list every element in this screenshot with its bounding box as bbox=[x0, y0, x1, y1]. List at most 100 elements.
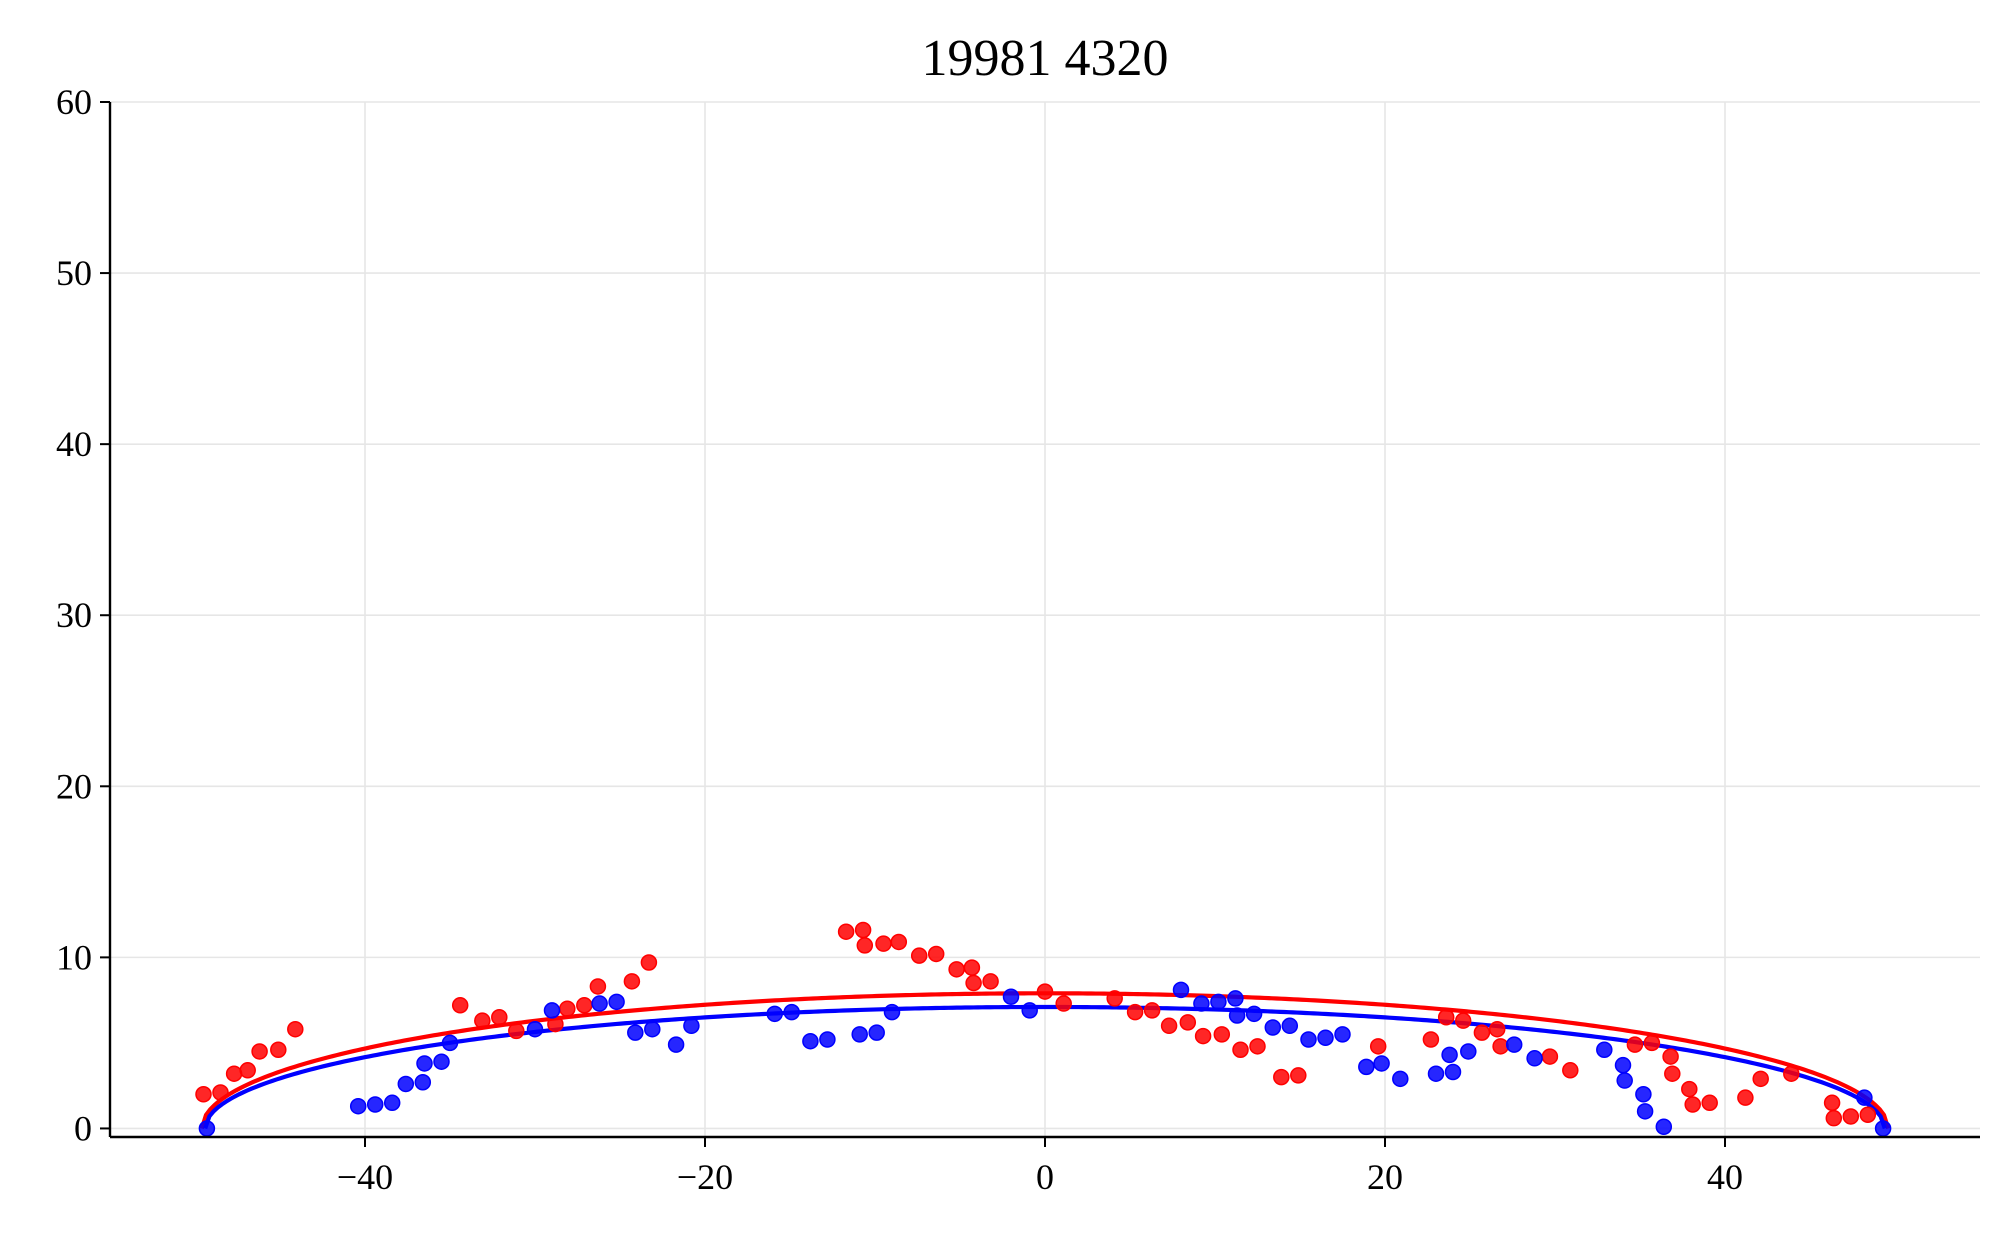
x-tick-label: −40 bbox=[337, 1157, 393, 1197]
data-point-blue bbox=[1505, 1036, 1523, 1053]
axis-layer: −40 −20 0 20 40 0 10 20 30 40 50 60 bbox=[56, 82, 1980, 1197]
data-point-red bbox=[1437, 1008, 1455, 1026]
data-point-red bbox=[1859, 1106, 1877, 1124]
data-point-red bbox=[854, 921, 872, 939]
data-point-red bbox=[1664, 1065, 1681, 1082]
data-point-red bbox=[1488, 1020, 1506, 1038]
data-point-blue bbox=[366, 1096, 384, 1113]
data-point-red bbox=[875, 935, 892, 952]
y-tick-label: 20 bbox=[56, 766, 92, 806]
data-point-blue bbox=[1334, 1026, 1351, 1043]
y-tick-label: 40 bbox=[56, 424, 92, 464]
data-point-red bbox=[640, 954, 658, 971]
data-point-blue bbox=[1874, 1120, 1892, 1137]
data-point-red bbox=[1643, 1034, 1661, 1052]
data-point-red bbox=[225, 1065, 243, 1082]
data-point-blue bbox=[1427, 1065, 1445, 1082]
data-point-red bbox=[910, 947, 928, 964]
data-point-red bbox=[1626, 1036, 1644, 1053]
data-point-red bbox=[212, 1084, 229, 1101]
data-point-blue bbox=[644, 1020, 661, 1038]
data-point-red bbox=[474, 1012, 491, 1029]
data-point-red bbox=[1662, 1048, 1679, 1065]
data-point-blue bbox=[383, 1094, 401, 1112]
data-point-blue bbox=[766, 1005, 783, 1023]
data-point-red bbox=[559, 1000, 576, 1017]
data-point-blue bbox=[802, 1032, 819, 1050]
data-point-red bbox=[963, 959, 981, 976]
data-point-red bbox=[1842, 1108, 1860, 1125]
data-point-blue bbox=[414, 1074, 432, 1091]
data-point-red bbox=[195, 1085, 212, 1103]
data-point-red bbox=[1273, 1068, 1290, 1086]
data-point-red bbox=[1684, 1096, 1701, 1113]
data-point-blue bbox=[1856, 1089, 1873, 1106]
data-point-red bbox=[1055, 995, 1072, 1012]
data-point-red bbox=[1249, 1038, 1266, 1055]
data-point-red bbox=[1106, 990, 1123, 1007]
data-point-red bbox=[1290, 1067, 1307, 1084]
data-point-blue bbox=[1021, 1002, 1038, 1019]
grid-layer bbox=[110, 101, 1980, 1137]
data-point-blue bbox=[1635, 1085, 1652, 1103]
data-point-blue bbox=[441, 1034, 459, 1052]
data-point-blue bbox=[1172, 981, 1190, 999]
data-point-red bbox=[948, 961, 965, 978]
data-point-red bbox=[1422, 1031, 1440, 1048]
data-point-blue bbox=[819, 1031, 836, 1048]
data-point-blue bbox=[883, 1003, 901, 1021]
data-point-red bbox=[1783, 1065, 1800, 1082]
y-tick-label: 30 bbox=[56, 595, 92, 635]
data-point-blue bbox=[397, 1075, 415, 1093]
data-point-red bbox=[251, 1043, 268, 1060]
data-point-blue bbox=[667, 1036, 685, 1053]
data-point-blue bbox=[627, 1024, 644, 1041]
data-point-red bbox=[547, 1015, 564, 1033]
data-point-blue bbox=[1373, 1055, 1390, 1072]
data-point-red bbox=[982, 973, 999, 990]
data-point-red bbox=[1213, 1026, 1231, 1043]
data-point-red bbox=[1737, 1089, 1754, 1106]
fit-curve-blue bbox=[203, 1004, 1887, 1130]
data-point-red bbox=[1126, 1003, 1144, 1021]
data-point-blue bbox=[1227, 990, 1244, 1007]
data-point-blue bbox=[1358, 1058, 1375, 1076]
data-point-red bbox=[239, 1062, 256, 1079]
x-tick-label: −20 bbox=[677, 1157, 733, 1197]
data-point-red bbox=[1194, 1027, 1212, 1045]
data-point-red bbox=[1492, 1038, 1509, 1055]
data-point-blue bbox=[868, 1024, 885, 1041]
data-point-blue bbox=[349, 1097, 367, 1115]
data-point-red bbox=[965, 974, 982, 992]
chart-title: 19981 4320 bbox=[922, 30, 1169, 87]
data-point-red bbox=[1143, 1002, 1161, 1019]
data-point-blue bbox=[526, 1020, 544, 1038]
data-point-red bbox=[1473, 1024, 1491, 1041]
data-point-blue bbox=[1210, 993, 1227, 1011]
data-point-blue bbox=[1616, 1072, 1633, 1089]
y-tick-label: 50 bbox=[56, 253, 92, 293]
y-tick-label: 0 bbox=[74, 1108, 92, 1148]
data-point-blue bbox=[1002, 988, 1020, 1005]
data-point-blue bbox=[1300, 1031, 1317, 1048]
data-point-blue bbox=[416, 1055, 433, 1072]
data-point-blue bbox=[1392, 1070, 1409, 1088]
data-point-red bbox=[1681, 1080, 1698, 1098]
data-point-blue bbox=[1444, 1063, 1462, 1081]
data-point-blue bbox=[1614, 1056, 1632, 1074]
data-point-red bbox=[1825, 1109, 1843, 1127]
x-tick-label: 20 bbox=[1367, 1157, 1403, 1197]
data-point-blue bbox=[1441, 1046, 1458, 1064]
data-point-red bbox=[856, 937, 874, 954]
data-point-blue bbox=[1245, 1005, 1263, 1023]
data-point-red bbox=[576, 997, 593, 1014]
data-point-blue bbox=[1193, 995, 1210, 1012]
data-point-red bbox=[270, 1041, 287, 1059]
data-point-red bbox=[1179, 1014, 1197, 1031]
data-point-blue bbox=[1460, 1043, 1477, 1060]
data-point-blue bbox=[608, 993, 625, 1011]
data-point-blue bbox=[198, 1120, 216, 1137]
data-point-blue bbox=[591, 995, 608, 1012]
data-point-red bbox=[508, 1022, 525, 1040]
